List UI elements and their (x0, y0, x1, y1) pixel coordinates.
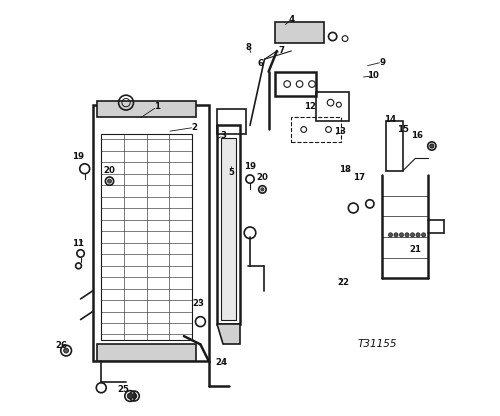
Bar (221, 138, 236, 319)
Text: 5: 5 (228, 168, 234, 176)
Bar (101, 134, 192, 340)
Text: 1: 1 (154, 102, 160, 111)
Text: 22: 22 (338, 278, 350, 287)
Circle shape (388, 233, 392, 237)
Bar (97, 344, 196, 361)
Text: 19: 19 (72, 152, 84, 161)
Circle shape (410, 233, 414, 237)
Text: 13: 13 (334, 127, 346, 136)
Text: 9: 9 (379, 58, 385, 67)
Circle shape (128, 393, 133, 399)
Circle shape (108, 179, 112, 183)
Text: 17: 17 (354, 173, 366, 181)
Circle shape (132, 394, 137, 399)
Circle shape (416, 233, 420, 237)
Bar (217, 125, 240, 324)
Circle shape (394, 233, 398, 237)
Text: 14: 14 (384, 115, 396, 124)
Bar (316, 92, 349, 121)
Text: 23: 23 (192, 300, 204, 308)
Text: 21: 21 (410, 245, 422, 254)
Text: 10: 10 (367, 71, 378, 80)
Bar (97, 101, 196, 117)
Text: 7: 7 (278, 47, 284, 55)
Bar (217, 109, 246, 134)
Polygon shape (275, 22, 324, 43)
Text: 18: 18 (339, 166, 351, 174)
Bar (93, 105, 208, 361)
Circle shape (400, 233, 404, 237)
Text: T31155: T31155 (358, 339, 397, 349)
Text: 11: 11 (72, 239, 84, 248)
Text: 12: 12 (304, 102, 316, 111)
Circle shape (64, 348, 68, 353)
Text: 6: 6 (258, 59, 264, 68)
Bar (386, 121, 403, 171)
Bar (275, 72, 316, 97)
Circle shape (430, 144, 434, 148)
Text: 24: 24 (215, 359, 227, 367)
Text: 15: 15 (397, 125, 409, 134)
Polygon shape (217, 324, 240, 344)
Text: 16: 16 (412, 131, 424, 140)
Text: 26: 26 (55, 341, 67, 350)
Text: 20: 20 (256, 173, 268, 181)
Text: 19: 19 (244, 162, 256, 171)
Circle shape (422, 233, 426, 237)
Text: 2: 2 (191, 123, 197, 132)
Text: 3: 3 (220, 131, 226, 140)
Circle shape (405, 233, 409, 237)
Text: 8: 8 (246, 43, 252, 52)
Circle shape (260, 188, 264, 191)
Bar (292, 117, 341, 142)
Text: 20: 20 (104, 166, 116, 175)
Text: 25: 25 (117, 385, 129, 394)
Text: 4: 4 (288, 15, 294, 25)
